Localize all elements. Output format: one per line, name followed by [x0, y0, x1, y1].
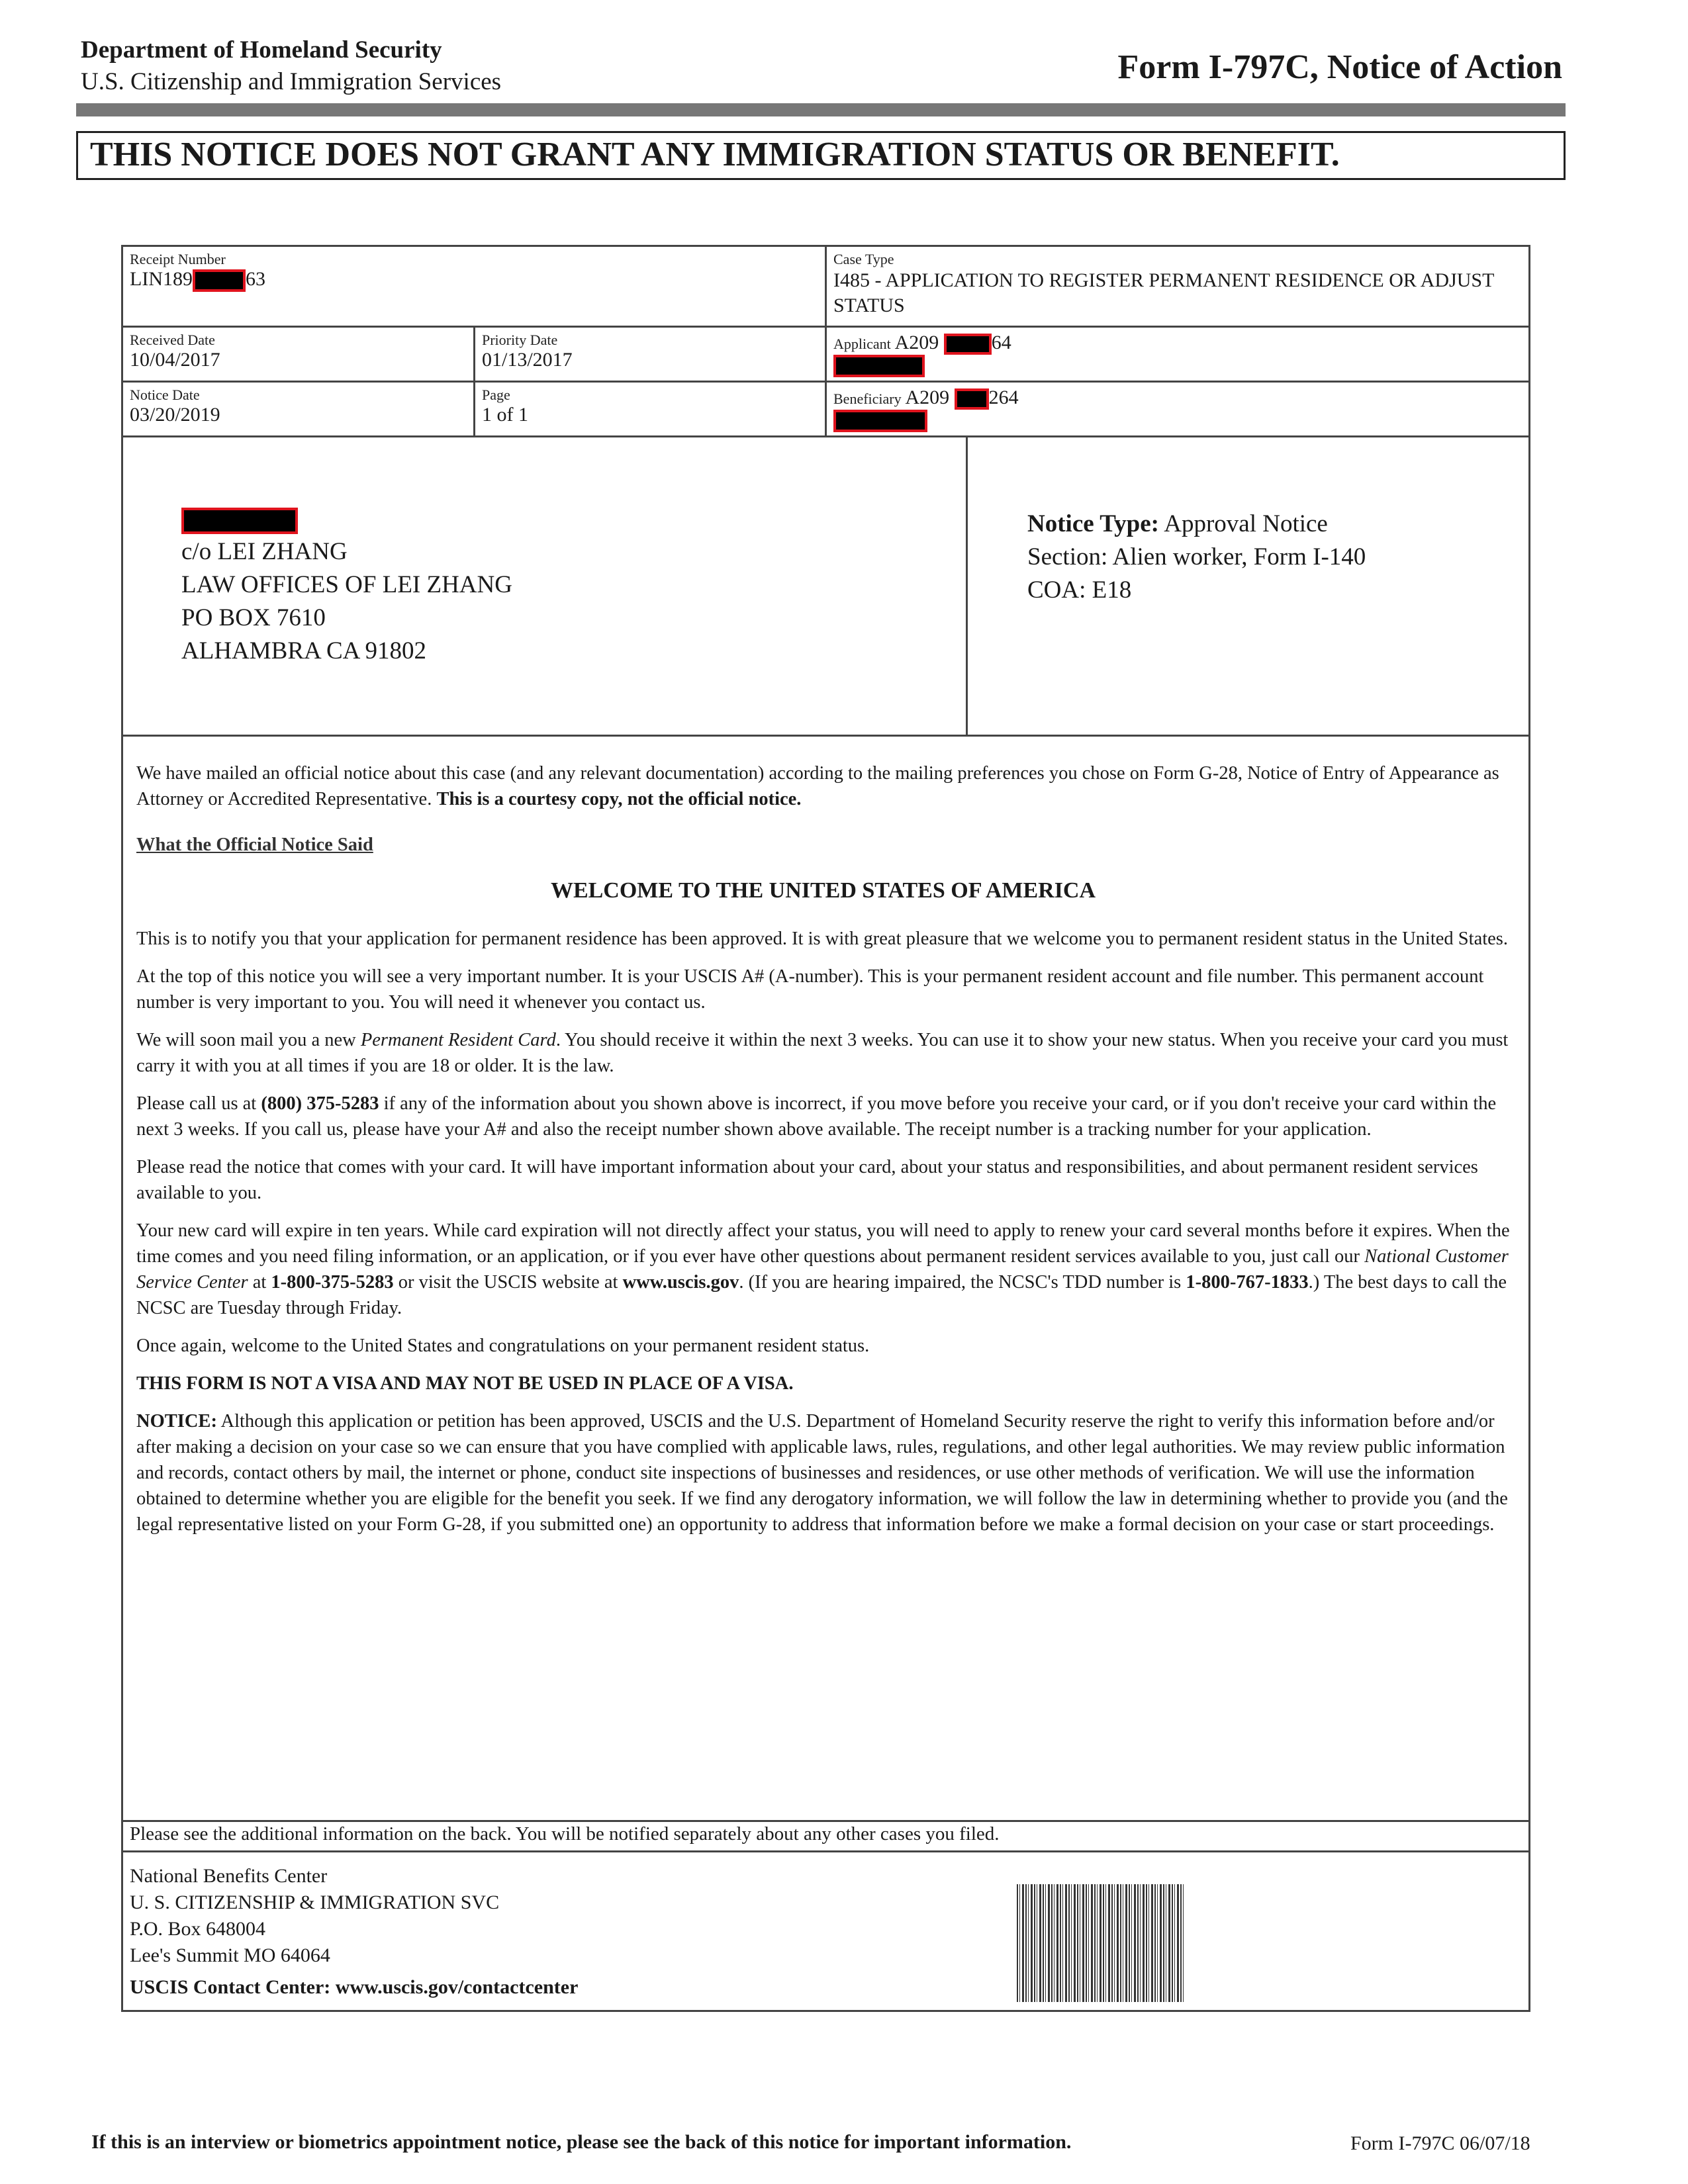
redaction: [954, 388, 989, 410]
received-date: 10/04/2017: [130, 349, 220, 371]
paragraph: Please read the notice that comes with y…: [136, 1157, 1478, 1203]
beneficiary-suffix: 264: [988, 387, 1019, 408]
redaction: [192, 269, 246, 293]
office-line: P.O. Box 648004: [130, 1918, 266, 1940]
intro-text: We have mailed an official notice about …: [136, 763, 1499, 809]
redaction: [181, 507, 298, 534]
address-line: PO BOX 7610: [181, 604, 326, 631]
office-line: U. S. CITIZENSHIP & IMMIGRATION SVC: [130, 1891, 500, 1913]
case-type: I485 - APPLICATION TO REGISTER PERMANENT…: [833, 269, 1494, 316]
case-type-cell: Case Type I485 - APPLICATION TO REGISTER…: [825, 245, 1530, 328]
case-type-label: Case Type: [833, 251, 894, 267]
page-number: 1 of 1: [482, 404, 528, 426]
courtesy-copy-note: This is a courtesy copy, not the officia…: [436, 789, 802, 809]
address-line: c/o LEI ZHANG: [181, 538, 348, 565]
received-date-cell: Received Date 10/04/2017: [121, 326, 475, 383]
receipt-suffix: 63: [245, 268, 265, 290]
notice-date: 03/20/2019: [130, 404, 220, 426]
notice-type: Approval Notice: [1164, 510, 1328, 537]
receipt-label: Receipt Number: [130, 251, 226, 267]
beneficiary-label: Beneficiary: [833, 390, 902, 407]
receipt-number-cell: Receipt Number LIN189 63: [121, 245, 827, 328]
office-line: National Benefits Center: [130, 1865, 328, 1887]
office-block: National Benefits Center U. S. CITIZENSH…: [121, 1850, 1530, 2012]
subagency-name: U.S. Citizenship and Immigration Service…: [81, 68, 502, 95]
priority-label: Priority Date: [482, 332, 558, 348]
paragraph: Please call us at (800) 375-5283 if any …: [136, 1093, 1497, 1140]
address-block: c/o LEI ZHANG LAW OFFICES OF LEI ZHANG P…: [121, 435, 968, 737]
form-title: Form I-797C, Notice of Action: [1117, 48, 1562, 86]
notice-type-block: Notice Type: Approval Notice Section: Al…: [966, 435, 1530, 737]
page-cell: Page 1 of 1: [473, 381, 827, 437]
notice-coa: COA: E18: [1027, 576, 1132, 604]
paragraph: This is to notify you that your applicat…: [136, 929, 1508, 949]
applicant-label: Applicant: [833, 336, 891, 352]
barcode: [1017, 1884, 1186, 2002]
paragraph: We will soon mail you a new Permanent Re…: [136, 1030, 1509, 1076]
applicant-suffix: 64: [991, 332, 1011, 353]
priority-date-cell: Priority Date 01/13/2017: [473, 326, 827, 383]
form-version: Form I-797C 06/07/18: [1350, 2132, 1530, 2154]
agency-name: Department of Homeland Security: [81, 36, 442, 64]
visa-warning: THIS FORM IS NOT A VISA AND MAY NOT BE U…: [136, 1373, 794, 1394]
paragraph: Once again, welcome to the United States…: [136, 1336, 870, 1356]
notice-date-cell: Notice Date 03/20/2019: [121, 381, 475, 437]
received-label: Received Date: [130, 332, 215, 348]
header-rule: [76, 103, 1566, 116]
priority-date: 01/13/2017: [482, 349, 573, 371]
page-label: Page: [482, 387, 510, 403]
address-line: LAW OFFICES OF LEI ZHANG: [181, 571, 512, 598]
footer-note: If this is an interview or biometrics ap…: [91, 2131, 1072, 2153]
address-line: ALHAMBRA CA 91802: [181, 637, 427, 664]
redaction: [833, 355, 925, 378]
additional-info: Please see the additional information on…: [121, 1820, 1530, 1852]
notice-section: Section: Alien worker, Form I-140: [1027, 543, 1366, 570]
contact-center: USCIS Contact Center: www.uscis.gov/cont…: [130, 1976, 579, 1998]
redaction: [833, 410, 927, 433]
applicant-prefix: A209: [894, 332, 939, 353]
office-line: Lee's Summit MO 64064: [130, 1944, 330, 1966]
paragraph: Your new card will expire in ten years. …: [136, 1220, 1510, 1318]
applicant-cell: Applicant A209 64: [825, 326, 1530, 383]
status-banner: THIS NOTICE DOES NOT GRANT ANY IMMIGRATI…: [76, 131, 1566, 180]
notice-paragraph: NOTICE: Although this application or pet…: [136, 1411, 1508, 1535]
subheading: What the Official Notice Said: [136, 835, 373, 855]
paragraph: At the top of this notice you will see a…: [136, 966, 1484, 1013]
beneficiary-cell: Beneficiary A209 264: [825, 381, 1530, 437]
notice-type-label: Notice Type:: [1027, 510, 1160, 537]
redaction: [943, 334, 992, 355]
notice-date-label: Notice Date: [130, 387, 200, 403]
welcome-heading: WELCOME TO THE UNITED STATES OF AMERICA: [550, 878, 1096, 903]
notice-body: We have mailed an official notice about …: [121, 735, 1530, 1822]
receipt-prefix: LIN189: [130, 268, 193, 290]
beneficiary-prefix: A209: [905, 387, 950, 408]
